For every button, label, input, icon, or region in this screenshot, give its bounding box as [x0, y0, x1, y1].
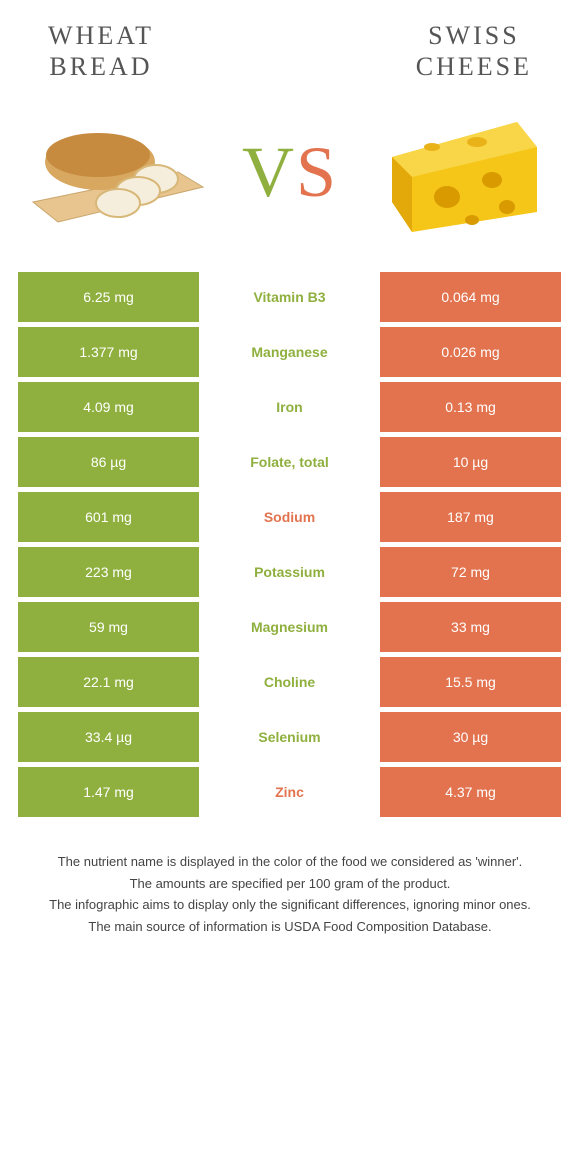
- header-row: WHEAT BREAD SWISS CHEESE: [18, 20, 562, 82]
- right-value: 0.13 mg: [380, 382, 561, 432]
- nutrient-row: 59 mgMagnesium33 mg: [18, 602, 562, 652]
- nutrient-row: 4.09 mgIron0.13 mg: [18, 382, 562, 432]
- right-value: 0.064 mg: [380, 272, 561, 322]
- vs-s: S: [296, 132, 338, 212]
- right-value: 30 µg: [380, 712, 561, 762]
- nutrient-label: Potassium: [199, 547, 380, 597]
- left-value: 601 mg: [18, 492, 199, 542]
- left-food-title: WHEAT BREAD: [48, 20, 154, 82]
- right-value: 187 mg: [380, 492, 561, 542]
- vs-v: V: [242, 132, 296, 212]
- cheese-icon: [372, 102, 552, 242]
- nutrient-label: Iron: [199, 382, 380, 432]
- footer-notes: The nutrient name is displayed in the co…: [18, 852, 562, 936]
- nutrient-label: Vitamin B3: [199, 272, 380, 322]
- right-value: 15.5 mg: [380, 657, 561, 707]
- left-value: 1.47 mg: [18, 767, 199, 817]
- left-value: 6.25 mg: [18, 272, 199, 322]
- footer-line-4: The main source of information is USDA F…: [38, 917, 542, 937]
- left-value: 223 mg: [18, 547, 199, 597]
- nutrient-label: Manganese: [199, 327, 380, 377]
- right-value: 10 µg: [380, 437, 561, 487]
- nutrient-table: 6.25 mgVitamin B30.064 mg1.377 mgMangane…: [18, 272, 562, 817]
- left-value: 86 µg: [18, 437, 199, 487]
- left-value: 33.4 µg: [18, 712, 199, 762]
- nutrient-row: 6.25 mgVitamin B30.064 mg: [18, 272, 562, 322]
- nutrient-row: 86 µgFolate, total10 µg: [18, 437, 562, 487]
- nutrient-row: 33.4 µgSelenium30 µg: [18, 712, 562, 762]
- images-row: VS: [18, 92, 562, 272]
- nutrient-row: 22.1 mgCholine15.5 mg: [18, 657, 562, 707]
- right-value: 4.37 mg: [380, 767, 561, 817]
- nutrient-label: Zinc: [199, 767, 380, 817]
- right-value: 33 mg: [380, 602, 561, 652]
- nutrient-label: Folate, total: [199, 437, 380, 487]
- nutrient-label: Magnesium: [199, 602, 380, 652]
- nutrient-row: 601 mgSodium187 mg: [18, 492, 562, 542]
- bread-icon: [28, 102, 208, 242]
- footer-line-1: The nutrient name is displayed in the co…: [38, 852, 542, 872]
- nutrient-label: Sodium: [199, 492, 380, 542]
- right-food-title: SWISS CHEESE: [416, 20, 532, 82]
- nutrient-label: Selenium: [199, 712, 380, 762]
- nutrient-row: 1.47 mgZinc4.37 mg: [18, 767, 562, 817]
- nutrient-label: Choline: [199, 657, 380, 707]
- left-value: 1.377 mg: [18, 327, 199, 377]
- vs-label: VS: [242, 131, 338, 214]
- left-value: 22.1 mg: [18, 657, 199, 707]
- nutrient-row: 223 mgPotassium72 mg: [18, 547, 562, 597]
- right-value: 72 mg: [380, 547, 561, 597]
- nutrient-row: 1.377 mgManganese0.026 mg: [18, 327, 562, 377]
- footer-line-2: The amounts are specified per 100 gram o…: [38, 874, 542, 894]
- footer-line-3: The infographic aims to display only the…: [38, 895, 542, 915]
- infographic-container: WHEAT BREAD SWISS CHEESE VS: [0, 0, 580, 968]
- right-value: 0.026 mg: [380, 327, 561, 377]
- left-value: 4.09 mg: [18, 382, 199, 432]
- left-value: 59 mg: [18, 602, 199, 652]
